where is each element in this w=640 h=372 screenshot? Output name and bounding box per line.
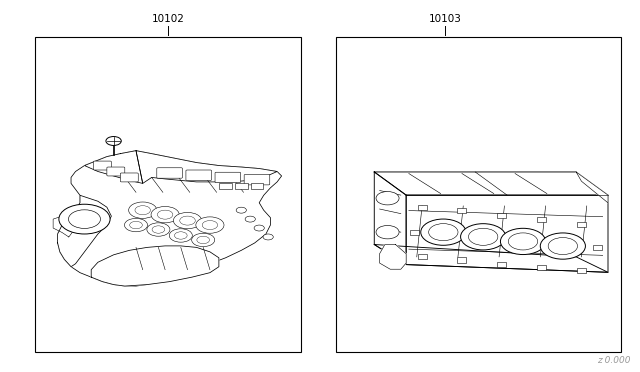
FancyBboxPatch shape: [186, 170, 211, 180]
Bar: [235, 183, 248, 189]
Bar: [593, 245, 602, 250]
Bar: [417, 254, 426, 260]
Polygon shape: [136, 151, 277, 183]
Circle shape: [130, 221, 142, 229]
Polygon shape: [380, 244, 406, 269]
Circle shape: [124, 218, 147, 232]
Polygon shape: [91, 246, 219, 286]
Circle shape: [263, 234, 273, 240]
Circle shape: [180, 216, 195, 225]
FancyBboxPatch shape: [215, 172, 241, 183]
Circle shape: [59, 204, 110, 234]
Circle shape: [68, 210, 100, 228]
Bar: [577, 268, 586, 273]
Bar: [250, 183, 264, 189]
Bar: [458, 257, 467, 263]
Circle shape: [236, 207, 246, 213]
Circle shape: [254, 225, 264, 231]
Circle shape: [376, 192, 399, 205]
Circle shape: [461, 224, 506, 250]
Circle shape: [151, 206, 179, 223]
Polygon shape: [53, 216, 76, 237]
Bar: [35, 37, 301, 352]
Bar: [537, 265, 546, 270]
Text: z 0.000: z 0.000: [597, 356, 630, 365]
Circle shape: [202, 221, 218, 230]
Circle shape: [197, 236, 209, 244]
Polygon shape: [58, 195, 111, 267]
FancyBboxPatch shape: [244, 174, 269, 185]
FancyBboxPatch shape: [120, 173, 138, 182]
Circle shape: [169, 229, 192, 242]
Circle shape: [152, 226, 164, 233]
Bar: [417, 205, 426, 210]
Circle shape: [106, 137, 122, 145]
FancyBboxPatch shape: [107, 167, 125, 176]
Circle shape: [500, 228, 545, 254]
Text: 10103: 10103: [428, 14, 461, 24]
Polygon shape: [406, 195, 608, 272]
Circle shape: [540, 233, 586, 259]
Bar: [458, 208, 467, 213]
Bar: [537, 217, 546, 222]
Text: 10102: 10102: [152, 14, 185, 24]
Circle shape: [508, 233, 538, 250]
Polygon shape: [84, 151, 143, 183]
Polygon shape: [58, 151, 282, 286]
Circle shape: [175, 232, 187, 239]
Bar: [497, 262, 506, 267]
Circle shape: [147, 223, 170, 236]
Circle shape: [196, 217, 224, 233]
Polygon shape: [374, 244, 608, 272]
Bar: [336, 37, 621, 352]
Bar: [410, 230, 419, 235]
Circle shape: [245, 216, 255, 222]
Circle shape: [420, 219, 466, 245]
Bar: [497, 212, 506, 218]
Circle shape: [157, 210, 173, 219]
Polygon shape: [374, 172, 406, 264]
Polygon shape: [374, 172, 608, 195]
Circle shape: [548, 238, 577, 254]
Circle shape: [129, 202, 157, 218]
Polygon shape: [576, 172, 608, 203]
Circle shape: [173, 212, 202, 229]
Circle shape: [135, 206, 150, 215]
Bar: [577, 222, 586, 227]
FancyBboxPatch shape: [93, 161, 111, 170]
Circle shape: [429, 224, 458, 241]
Circle shape: [192, 233, 215, 247]
Circle shape: [376, 225, 399, 239]
Bar: [219, 183, 232, 189]
Circle shape: [468, 228, 498, 245]
FancyBboxPatch shape: [157, 168, 182, 178]
